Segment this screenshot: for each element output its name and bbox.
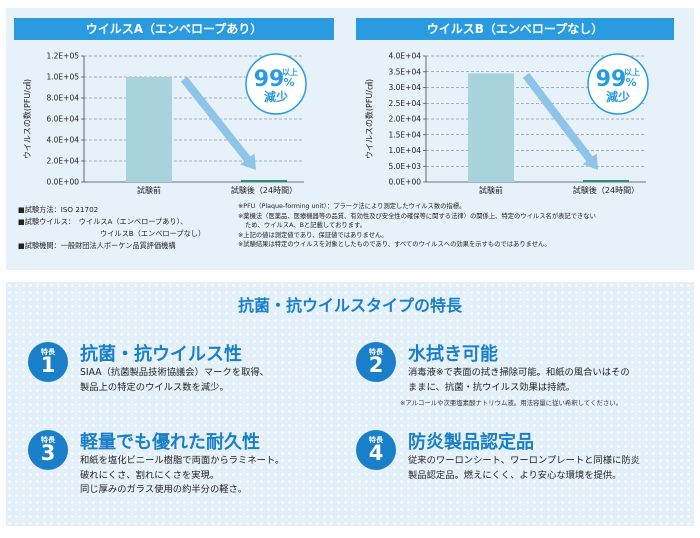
y-tick-label: 2.0E+04: [389, 115, 422, 124]
feature-1: 特長 1 抗菌・抗ウイルス性 SIAA（抗菌製品技術協議会）マークを取得、 製品…: [28, 342, 358, 422]
badge-value: 99: [254, 67, 285, 92]
chart-virus-b: ウイルスB（エンベロープなし） ウイルスの数(PFU/㎠) 0.0E+00 5.0E…: [356, 18, 676, 198]
x-tick-label: 試験後（24時間）: [573, 185, 639, 195]
y-tick-label: 3.0E+04: [389, 83, 422, 92]
badge-above: 以上: [282, 67, 298, 77]
chart-title: ウイルスB（エンベロープなし）: [356, 18, 674, 40]
y-axis-label: ウイルスの数(PFU/㎠): [364, 79, 374, 159]
note-2: ※薬機法（医薬品、医療機器等の品質、有効性及び安全性の確保等に関する法律）の関係…: [238, 212, 596, 220]
feature-title: 防炎製品認定品: [408, 432, 534, 453]
chart-title: ウイルスA（エンベロープあり）: [14, 18, 334, 40]
badge-unit: %: [625, 76, 636, 89]
feature-4: 特長 4 防炎製品認定品 従来のワーロンシート、ワーロンプレートと同様に防炎 製…: [356, 430, 686, 510]
feature-title: 抗菌・抗ウイルス性: [80, 344, 242, 365]
feature-number-badge: 特長 2: [356, 342, 396, 382]
feature-line: ままに、抗菌・抗ウイルス効果は持続。: [408, 381, 576, 393]
x-tick-label: 試験前: [137, 185, 161, 195]
y-tick-label: 4.0E+04: [389, 52, 422, 61]
feature-tag: 特長: [369, 348, 383, 356]
feature-tag: 特長: [369, 436, 383, 444]
feature-number: 1: [40, 353, 56, 377]
feature-number: 2: [368, 353, 384, 377]
note-5: ※試験結果は特定のウイルスを対象としたものであり、すべてのウイルスへの効果を示す…: [238, 241, 551, 248]
features-panel: 抗菌・抗ウイルスタイプの特長 特長 1 抗菌・抗ウイルス性 SIAA（抗菌製品技…: [6, 282, 694, 526]
feature-number: 3: [40, 441, 56, 465]
notes: ※PFU（Plaque-forming unit）：プラーク法により測定したウイ…: [238, 202, 690, 250]
feature-title: 軽量でも優れた耐久性: [80, 432, 260, 453]
feature-line: SIAA（抗菌製品技術協議会）マークを取得、: [80, 367, 269, 378]
y-tick-label: 1.0E+05: [47, 73, 80, 82]
reduction-arrow: [522, 72, 598, 170]
feature-description: 消毒液※で表面の拭き掃除可能。和紙の風合いはその ままに、抗菌・抗ウイルス効果は…: [408, 366, 686, 395]
badge-text: 減少: [606, 89, 630, 104]
reduction-badge: [245, 53, 307, 115]
feature-line: 製品上の特定のウイルス数を減少。: [80, 381, 229, 393]
features-heading: 抗菌・抗ウイルスタイプの特長: [237, 296, 462, 315]
badge-value: 99: [596, 67, 627, 92]
bar: [468, 73, 514, 182]
feature-2: 特長 2 水拭き可能 消毒液※で表面の拭き掃除可能。和紙の風合いはその ままに、…: [356, 342, 686, 422]
y-tick-label: 2.5E+04: [389, 99, 422, 108]
reduction-badge: [587, 53, 649, 115]
test-method: ■試験方法：ISO 21702: [18, 205, 99, 214]
badge-above: 以上: [624, 67, 640, 77]
test-virus-1: ■試験ウイルス： ウイルスA（エンベロープあり）、: [18, 217, 188, 226]
feature-description: 従来のワーロンシート、ワーロンプレートと同様に防炎 製品認定品。燃えにくく、より…: [408, 454, 686, 483]
test-info: ■試験方法：ISO 21702 ■試験ウイルス： ウイルスA（エンベロープあり）…: [18, 204, 238, 252]
reduction-arrow: [180, 76, 256, 170]
feature-line: 従来のワーロンシート、ワーロンプレートと同様に防炎: [408, 455, 640, 466]
feature-description: SIAA（抗菌製品技術協議会）マークを取得、 製品上の特定のウイルス数を減少。: [80, 366, 358, 395]
chart-virus-a-svg: ウイルスの数(PFU/㎠) 0.0E+00 2.0E+04 4.0E+04 6.0E+0…: [22, 52, 307, 195]
note-4: ※上記の値は測定値であり、保証値ではありません。: [238, 231, 388, 239]
y-tick-label: 1.0E+04: [389, 146, 422, 155]
x-tick-label: 試験後（24時間）: [231, 185, 297, 195]
feature-note: ※アルコールや次亜塩素酸ナトリウム液。用法容量に従い希釈してください。: [400, 399, 623, 407]
feature-line: 同じ厚みのガラス使用の約半分の軽さ。: [80, 484, 248, 495]
y-tick-label: 8.0E+04: [47, 94, 80, 103]
feature-line: 破れにくさ、割れにくさを実現。: [80, 469, 220, 481]
bar: [241, 180, 287, 182]
note-1: ※PFU（Plaque-forming unit）：プラーク法により測定したウイ…: [238, 203, 466, 210]
y-tick-label: 5.0E+03: [389, 162, 422, 171]
test-results-panel: ウイルスA（エンベロープあり） ウイルスの数(PFU/㎠) 0.0E+00 2.0E…: [6, 8, 694, 270]
feature-title: 水拭き可能: [408, 344, 498, 365]
feature-number: 4: [368, 441, 384, 465]
feature-tag: 特長: [41, 348, 55, 356]
test-virus-2: ウイルスB（エンベロープなし）: [100, 229, 206, 238]
y-tick-label: 3.5E+04: [389, 67, 422, 76]
note-3: ため、ウイルスA、Bと記載しております。: [245, 222, 366, 229]
bar: [126, 77, 172, 182]
feature-number-badge: 特長 1: [28, 342, 68, 382]
feature-3: 特長 3 軽量でも優れた耐久性 和紙を塩化ビニール樹脂で両面からラミネート。 破…: [28, 430, 358, 510]
y-tick-label: 2.0E+04: [47, 157, 80, 166]
chart-virus-b-svg: ウイルスの数(PFU/㎠) 0.0E+00 5.0E+03 1.0E+04 1.5E+0…: [364, 52, 649, 195]
feature-tag: 特長: [41, 436, 55, 444]
bar: [583, 180, 629, 182]
chart-virus-a: ウイルスA（エンベロープあり） ウイルスの数(PFU/㎠) 0.0E+00 2.0E…: [14, 18, 334, 198]
y-tick-label: 0.0E+00: [389, 178, 422, 187]
badge-text: 減少: [264, 89, 288, 104]
feature-number-badge: 特長 4: [356, 430, 396, 470]
feature-line: 製品認定品。燃えにくく、より安心な環境を提供。: [408, 469, 622, 481]
test-org: ■試験機関：一般財団法人ボーケン品質評価機構: [18, 241, 176, 250]
feature-line: 消毒液※で表面の拭き掃除可能。和紙の風合いはその: [408, 367, 630, 378]
feature-line: 和紙を塩化ビニール樹脂で両面からラミネート。: [80, 455, 285, 466]
x-tick-label: 試験前: [479, 185, 503, 195]
feature-number-badge: 特長 3: [28, 430, 68, 470]
y-tick-label: 4.0E+04: [47, 136, 80, 145]
y-tick-label: 6.0E+04: [47, 115, 80, 124]
feature-description: 和紙を塩化ビニール樹脂で両面からラミネート。 破れにくさ、割れにくさを実現。 同…: [80, 454, 358, 498]
y-tick-label: 0.0E+00: [47, 178, 80, 187]
y-axis-label: ウイルスの数(PFU/㎠): [22, 79, 32, 159]
badge-unit: %: [283, 76, 294, 89]
y-tick-label: 1.5E+04: [389, 130, 422, 139]
y-tick-label: 1.2E+05: [47, 52, 80, 61]
